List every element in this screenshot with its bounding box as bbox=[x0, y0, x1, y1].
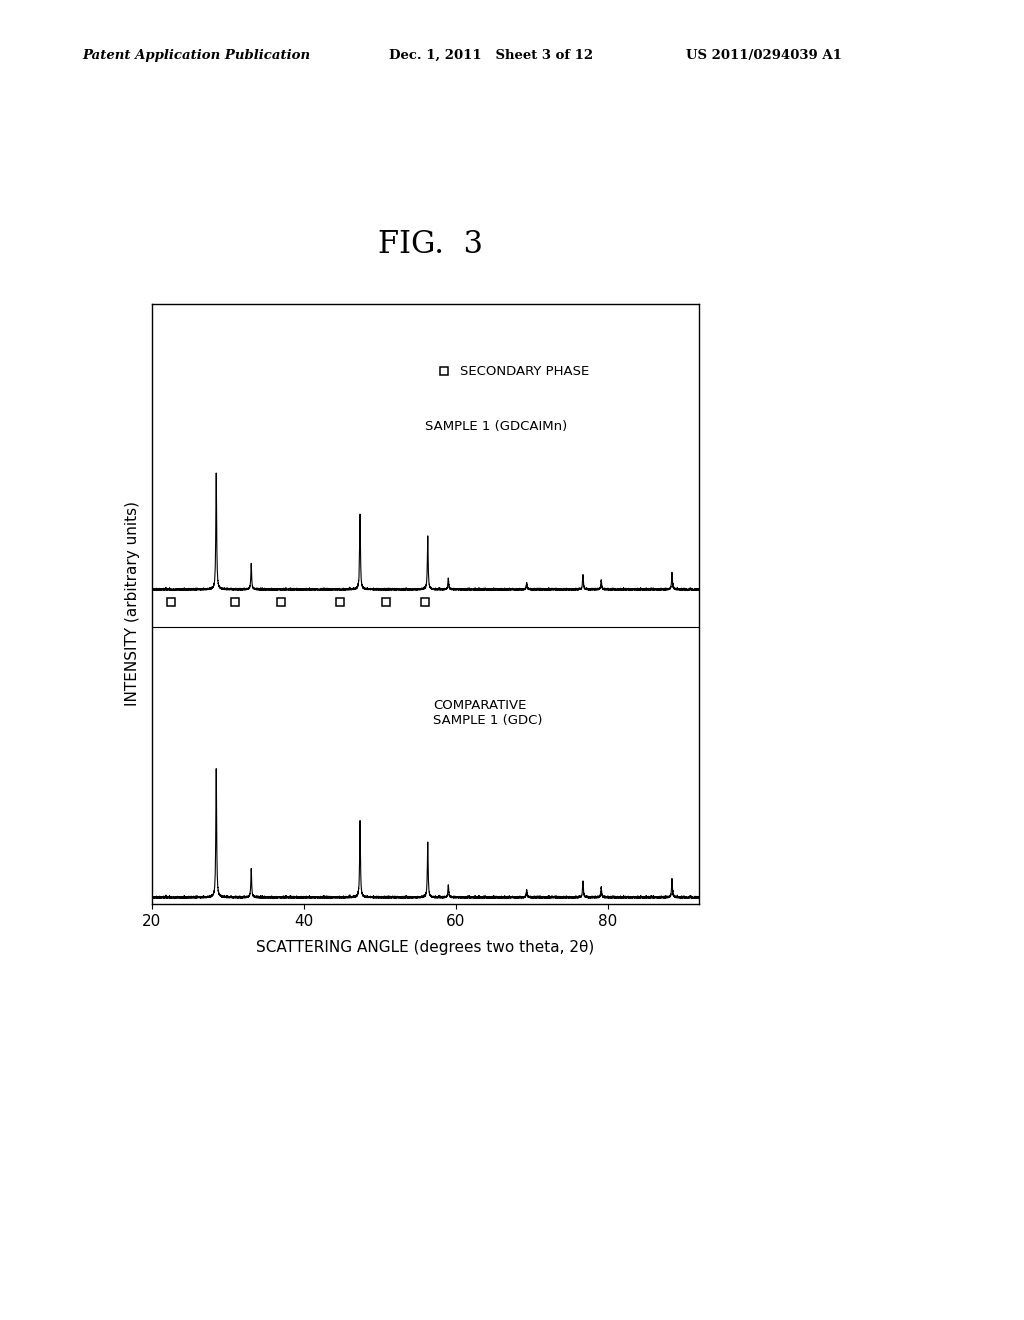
Text: Dec. 1, 2011   Sheet 3 of 12: Dec. 1, 2011 Sheet 3 of 12 bbox=[389, 49, 593, 62]
Text: SECONDARY PHASE: SECONDARY PHASE bbox=[460, 364, 589, 378]
Text: FIG.  3: FIG. 3 bbox=[378, 228, 482, 260]
Text: COMPARATIVE
SAMPLE 1 (GDC): COMPARATIVE SAMPLE 1 (GDC) bbox=[433, 700, 543, 727]
X-axis label: SCATTERING ANGLE (degrees two theta, 2θ): SCATTERING ANGLE (degrees two theta, 2θ) bbox=[256, 940, 595, 956]
Text: US 2011/0294039 A1: US 2011/0294039 A1 bbox=[686, 49, 842, 62]
Text: Patent Application Publication: Patent Application Publication bbox=[82, 49, 310, 62]
Text: SAMPLE 1 (GDCAIMn): SAMPLE 1 (GDCAIMn) bbox=[426, 420, 567, 433]
Y-axis label: INTENSITY (arbitrary units): INTENSITY (arbitrary units) bbox=[126, 502, 140, 706]
